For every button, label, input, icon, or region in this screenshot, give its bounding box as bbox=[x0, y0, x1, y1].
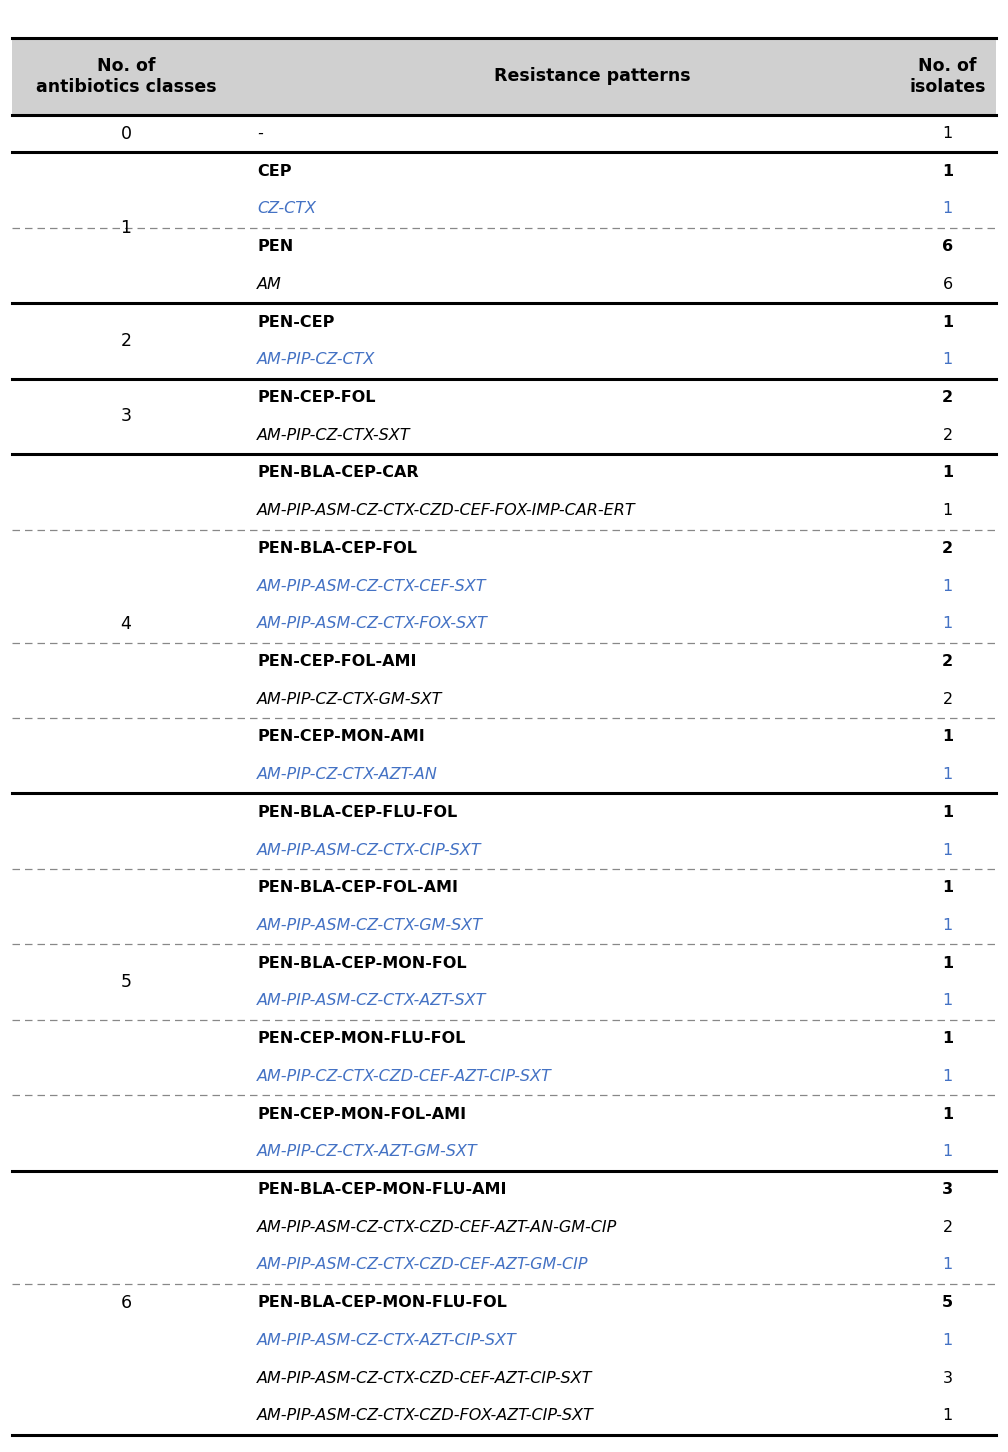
Text: AM-PIP-CZ-CTX-AZT-AN: AM-PIP-CZ-CTX-AZT-AN bbox=[257, 767, 437, 783]
Text: 1: 1 bbox=[942, 353, 953, 367]
Text: 1: 1 bbox=[942, 1069, 953, 1083]
Text: 2: 2 bbox=[121, 333, 131, 350]
Text: AM-PIP-ASM-CZ-CTX-CEF-SXT: AM-PIP-ASM-CZ-CTX-CEF-SXT bbox=[257, 578, 487, 594]
Text: Resistance patterns: Resistance patterns bbox=[494, 67, 690, 86]
Text: AM-PIP-ASM-CZ-CTX-CZD-CEF-AZT-AN-GM-CIP: AM-PIP-ASM-CZ-CTX-CZD-CEF-AZT-AN-GM-CIP bbox=[257, 1220, 617, 1234]
Text: AM: AM bbox=[257, 277, 282, 292]
Text: 6: 6 bbox=[120, 1294, 132, 1311]
Text: AM-PIP-ASM-CZ-CTX-CZD-CEF-AZT-CIP-SXT: AM-PIP-ASM-CZ-CTX-CZD-CEF-AZT-CIP-SXT bbox=[257, 1371, 593, 1385]
Text: PEN-BLA-CEP-FOL: PEN-BLA-CEP-FOL bbox=[257, 542, 417, 556]
Text: PEN-BLA-CEP-FOL-AMI: PEN-BLA-CEP-FOL-AMI bbox=[257, 880, 458, 896]
Text: 1: 1 bbox=[941, 466, 954, 481]
Text: 4: 4 bbox=[121, 614, 131, 633]
Text: AM-PIP-CZ-CTX-SXT: AM-PIP-CZ-CTX-SXT bbox=[257, 428, 410, 443]
Text: 1: 1 bbox=[942, 842, 953, 858]
Text: 3: 3 bbox=[121, 408, 131, 425]
Text: CZ-CTX: CZ-CTX bbox=[257, 202, 317, 216]
Text: CEP: CEP bbox=[257, 164, 291, 179]
Text: 1: 1 bbox=[942, 126, 953, 141]
Text: PEN: PEN bbox=[257, 240, 293, 254]
Text: PEN-CEP: PEN-CEP bbox=[257, 315, 335, 330]
Text: No. of
isolates: No. of isolates bbox=[909, 57, 986, 96]
Text: 1: 1 bbox=[942, 993, 953, 1008]
Text: 3: 3 bbox=[942, 1371, 953, 1385]
Text: PEN-BLA-CEP-MON-FOL: PEN-BLA-CEP-MON-FOL bbox=[257, 955, 467, 971]
Text: AM-PIP-CZ-CTX-GM-SXT: AM-PIP-CZ-CTX-GM-SXT bbox=[257, 691, 443, 707]
Text: 1: 1 bbox=[941, 955, 954, 971]
Text: 1: 1 bbox=[941, 804, 954, 820]
Text: AM-PIP-ASM-CZ-CTX-GM-SXT: AM-PIP-ASM-CZ-CTX-GM-SXT bbox=[257, 918, 483, 934]
Text: 1: 1 bbox=[121, 219, 131, 237]
Text: PEN-CEP-MON-FLU-FOL: PEN-CEP-MON-FLU-FOL bbox=[257, 1031, 466, 1045]
Text: AM-PIP-ASM-CZ-CTX-AZT-CIP-SXT: AM-PIP-ASM-CZ-CTX-AZT-CIP-SXT bbox=[257, 1333, 517, 1347]
Text: AM-PIP-CZ-CTX: AM-PIP-CZ-CTX bbox=[257, 353, 375, 367]
Text: 2: 2 bbox=[942, 1220, 953, 1234]
Text: 1: 1 bbox=[941, 315, 954, 330]
Text: 5: 5 bbox=[941, 1295, 954, 1310]
Text: 2: 2 bbox=[941, 391, 954, 405]
Text: 2: 2 bbox=[941, 653, 954, 669]
Text: 2: 2 bbox=[941, 542, 954, 556]
Text: 1: 1 bbox=[942, 1408, 953, 1423]
Text: 1: 1 bbox=[942, 918, 953, 934]
Bar bbox=[12, 38, 996, 115]
Text: 1: 1 bbox=[941, 1031, 954, 1045]
Text: 0: 0 bbox=[121, 125, 131, 142]
Text: PEN-BLA-CEP-MON-FLU-AMI: PEN-BLA-CEP-MON-FLU-AMI bbox=[257, 1182, 507, 1196]
Text: 1: 1 bbox=[942, 578, 953, 594]
Text: 6: 6 bbox=[942, 277, 953, 292]
Text: 2: 2 bbox=[942, 428, 953, 443]
Text: 5: 5 bbox=[121, 973, 131, 992]
Text: AM-PIP-CZ-CTX-AZT-GM-SXT: AM-PIP-CZ-CTX-AZT-GM-SXT bbox=[257, 1144, 478, 1159]
Text: PEN-BLA-CEP-FLU-FOL: PEN-BLA-CEP-FLU-FOL bbox=[257, 804, 458, 820]
Text: 1: 1 bbox=[941, 729, 954, 745]
Text: 1: 1 bbox=[942, 1333, 953, 1347]
Text: 1: 1 bbox=[941, 880, 954, 896]
Text: AM-PIP-ASM-CZ-CTX-CIP-SXT: AM-PIP-ASM-CZ-CTX-CIP-SXT bbox=[257, 842, 482, 858]
Text: PEN-BLA-CEP-CAR: PEN-BLA-CEP-CAR bbox=[257, 466, 418, 481]
Text: PEN-CEP-MON-AMI: PEN-CEP-MON-AMI bbox=[257, 729, 424, 745]
Text: 6: 6 bbox=[941, 240, 954, 254]
Text: 1: 1 bbox=[942, 504, 953, 518]
Text: AM-PIP-ASM-CZ-CTX-AZT-SXT: AM-PIP-ASM-CZ-CTX-AZT-SXT bbox=[257, 993, 487, 1008]
Text: -: - bbox=[257, 126, 263, 141]
Text: 1: 1 bbox=[941, 1106, 954, 1121]
Text: AM-PIP-ASM-CZ-CTX-CZD-CEF-AZT-GM-CIP: AM-PIP-ASM-CZ-CTX-CZD-CEF-AZT-GM-CIP bbox=[257, 1257, 589, 1272]
Text: PEN-BLA-CEP-MON-FLU-FOL: PEN-BLA-CEP-MON-FLU-FOL bbox=[257, 1295, 507, 1310]
Text: 1: 1 bbox=[942, 1144, 953, 1159]
Text: No. of
antibiotics classes: No. of antibiotics classes bbox=[35, 57, 217, 96]
Text: 2: 2 bbox=[942, 691, 953, 707]
Text: AM-PIP-ASM-CZ-CTX-CZD-FOX-AZT-CIP-SXT: AM-PIP-ASM-CZ-CTX-CZD-FOX-AZT-CIP-SXT bbox=[257, 1408, 594, 1423]
Text: PEN-CEP-FOL: PEN-CEP-FOL bbox=[257, 391, 376, 405]
Text: AM-PIP-CZ-CTX-CZD-CEF-AZT-CIP-SXT: AM-PIP-CZ-CTX-CZD-CEF-AZT-CIP-SXT bbox=[257, 1069, 551, 1083]
Text: PEN-CEP-MON-FOL-AMI: PEN-CEP-MON-FOL-AMI bbox=[257, 1106, 466, 1121]
Text: 1: 1 bbox=[942, 202, 953, 216]
Text: 1: 1 bbox=[941, 164, 954, 179]
Text: 1: 1 bbox=[942, 1257, 953, 1272]
Text: PEN-CEP-FOL-AMI: PEN-CEP-FOL-AMI bbox=[257, 653, 416, 669]
Text: 3: 3 bbox=[941, 1182, 954, 1196]
Text: 1: 1 bbox=[942, 616, 953, 632]
Text: AM-PIP-ASM-CZ-CTX-FOX-SXT: AM-PIP-ASM-CZ-CTX-FOX-SXT bbox=[257, 616, 488, 632]
Text: AM-PIP-ASM-CZ-CTX-CZD-CEF-FOX-IMP-CAR-ERT: AM-PIP-ASM-CZ-CTX-CZD-CEF-FOX-IMP-CAR-ER… bbox=[257, 504, 636, 518]
Text: 1: 1 bbox=[942, 767, 953, 783]
